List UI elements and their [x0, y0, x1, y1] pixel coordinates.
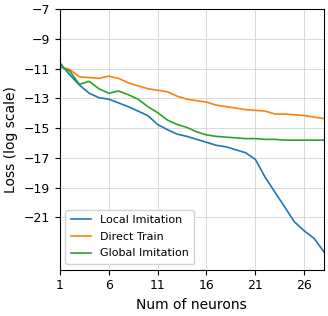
Global Imitation — [68, 69, 72, 73]
Direct Train — [283, 112, 287, 116]
Direct Train — [254, 108, 257, 112]
Global Imitation — [136, 97, 140, 101]
Direct Train — [185, 97, 189, 101]
Local Imitation — [165, 128, 169, 131]
Global Imitation — [214, 135, 218, 138]
Direct Train — [107, 74, 111, 78]
Global Imitation — [107, 91, 111, 95]
Local Imitation — [283, 205, 287, 209]
Global Imitation — [165, 118, 169, 122]
Local Imitation — [312, 236, 316, 240]
Local Imitation — [244, 151, 248, 155]
Local Imitation — [116, 101, 120, 105]
Local Imitation — [107, 97, 111, 101]
Direct Train — [58, 64, 62, 68]
Local Imitation — [87, 91, 91, 95]
Direct Train — [68, 68, 72, 71]
Direct Train — [165, 90, 169, 94]
Global Imitation — [116, 89, 120, 93]
Global Imitation — [322, 138, 326, 142]
Direct Train — [175, 94, 179, 98]
Line: Local Imitation: Local Imitation — [60, 63, 324, 252]
Line: Global Imitation: Global Imitation — [60, 66, 324, 140]
Global Imitation — [293, 138, 297, 142]
Direct Train — [322, 117, 326, 120]
Direct Train — [244, 108, 248, 112]
Local Imitation — [214, 143, 218, 147]
Global Imitation — [146, 105, 150, 108]
Direct Train — [214, 103, 218, 107]
Local Imitation — [97, 96, 101, 100]
Local Imitation — [234, 148, 238, 152]
Global Imitation — [254, 137, 257, 141]
Global Imitation — [263, 137, 267, 141]
Global Imitation — [126, 93, 130, 97]
Direct Train — [312, 115, 316, 119]
Local Imitation — [58, 61, 62, 65]
Global Imitation — [155, 111, 159, 114]
Global Imitation — [87, 79, 91, 83]
Direct Train — [97, 76, 101, 80]
Direct Train — [146, 87, 150, 91]
Legend: Local Imitation, Direct Train, Global Imitation: Local Imitation, Direct Train, Global Im… — [65, 210, 194, 264]
Local Imitation — [146, 114, 150, 118]
Direct Train — [116, 76, 120, 80]
Global Imitation — [283, 138, 287, 142]
Local Imitation — [293, 220, 297, 224]
Local Imitation — [155, 123, 159, 126]
Global Imitation — [205, 133, 209, 137]
Local Imitation — [273, 190, 277, 194]
X-axis label: Num of neurons: Num of neurons — [136, 298, 247, 312]
Direct Train — [155, 88, 159, 92]
Global Imitation — [312, 138, 316, 142]
Local Imitation — [68, 73, 72, 76]
Global Imitation — [97, 87, 101, 91]
Direct Train — [293, 113, 297, 117]
Direct Train — [87, 76, 91, 80]
Local Imitation — [136, 109, 140, 113]
Local Imitation — [195, 137, 199, 141]
Line: Direct Train: Direct Train — [60, 66, 324, 118]
Direct Train — [263, 109, 267, 113]
Global Imitation — [175, 123, 179, 126]
Local Imitation — [302, 229, 306, 233]
Local Imitation — [77, 83, 81, 87]
Global Imitation — [273, 137, 277, 141]
Direct Train — [195, 99, 199, 103]
Global Imitation — [244, 137, 248, 141]
Local Imitation — [185, 135, 189, 138]
Global Imitation — [185, 125, 189, 129]
Local Imitation — [263, 175, 267, 179]
Local Imitation — [175, 132, 179, 136]
Global Imitation — [58, 64, 62, 68]
Direct Train — [302, 114, 306, 118]
Y-axis label: Loss (log scale): Loss (log scale) — [4, 86, 18, 193]
Local Imitation — [126, 105, 130, 108]
Local Imitation — [224, 145, 228, 149]
Local Imitation — [254, 158, 257, 161]
Global Imitation — [234, 136, 238, 140]
Direct Train — [136, 84, 140, 88]
Direct Train — [273, 112, 277, 116]
Direct Train — [126, 81, 130, 85]
Global Imitation — [195, 130, 199, 134]
Direct Train — [205, 100, 209, 104]
Direct Train — [234, 106, 238, 110]
Direct Train — [77, 75, 81, 79]
Local Imitation — [322, 250, 326, 254]
Global Imitation — [302, 138, 306, 142]
Global Imitation — [224, 135, 228, 139]
Local Imitation — [205, 140, 209, 144]
Global Imitation — [77, 82, 81, 86]
Direct Train — [224, 105, 228, 108]
